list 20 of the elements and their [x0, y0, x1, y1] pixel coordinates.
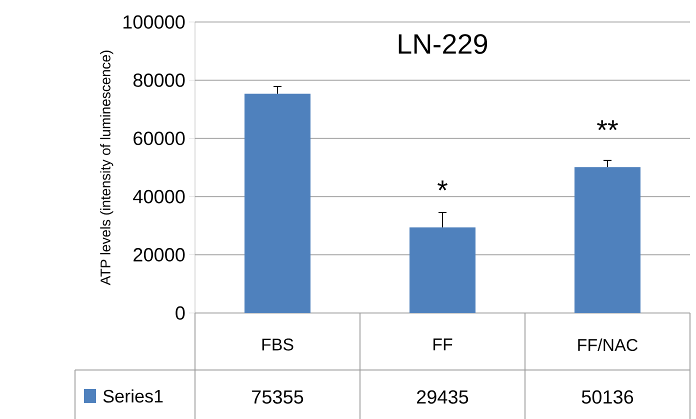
chart-title: LN-229	[398, 34, 488, 54]
y-tick-label: 60000	[134, 131, 185, 145]
bar	[574, 166, 640, 313]
data-label: 75355	[252, 390, 304, 404]
annotation: **	[597, 120, 618, 130]
data-label: 29435	[417, 390, 468, 404]
annotation: *	[438, 180, 448, 190]
y-tick-label: 0	[176, 306, 185, 320]
x-tick-label: FF/NAC	[578, 338, 638, 351]
x-tick-label: FBS	[262, 338, 294, 350]
y-tick-label: 80000	[133, 73, 185, 87]
y-tick-label: 20000	[134, 248, 185, 262]
bar	[410, 227, 476, 313]
y-axis-title: ATP levels (intensity of luminescence)	[100, 50, 114, 285]
data-label: 50136	[582, 390, 634, 404]
y-tick-label: 40000	[133, 190, 185, 204]
legend-label: Series1	[103, 389, 163, 402]
x-tick-label: FF	[434, 338, 452, 350]
y-tick-label: 100000	[124, 15, 185, 28]
bar	[244, 93, 310, 313]
